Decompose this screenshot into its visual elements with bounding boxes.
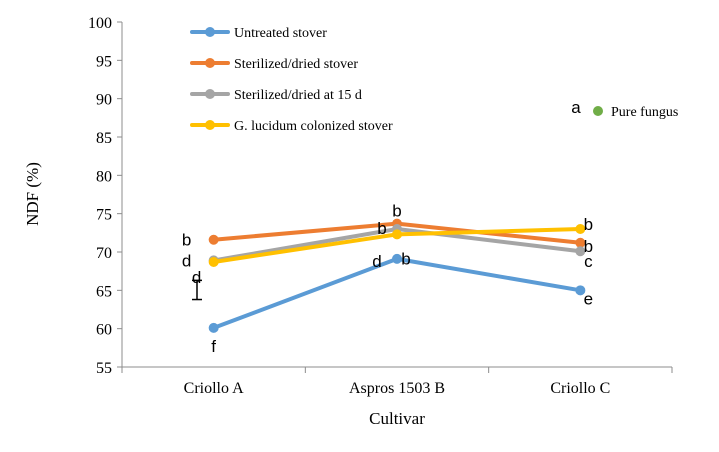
data-point bbox=[575, 285, 586, 296]
y-tick-label: 100 bbox=[88, 15, 112, 32]
error-bar bbox=[192, 279, 202, 301]
data-point bbox=[392, 253, 402, 264]
data-point bbox=[392, 229, 402, 240]
y-tick-label: 65 bbox=[96, 283, 112, 300]
data-point bbox=[575, 246, 586, 257]
series-line-1 bbox=[211, 256, 583, 330]
significance-letter: b bbox=[377, 219, 386, 238]
significance-letter: b bbox=[182, 231, 191, 250]
data-point bbox=[575, 224, 586, 234]
x-axis-title: Cultivar bbox=[369, 409, 425, 428]
y-tick-label: 60 bbox=[96, 322, 112, 339]
pure-fungus-letter: a bbox=[571, 98, 581, 117]
y-tick-label: 85 bbox=[96, 130, 112, 147]
y-axis-title: NDF (%) bbox=[23, 162, 42, 226]
x-tick-label: Criollo A bbox=[184, 380, 244, 397]
legend-marker bbox=[205, 120, 215, 130]
y-tick-label: 80 bbox=[96, 168, 112, 185]
significance-letter: b bbox=[584, 215, 593, 234]
pure-fungus-point bbox=[593, 106, 603, 116]
x-tick-label: Criollo C bbox=[550, 380, 610, 397]
legend-label: Sterilized/dried stover bbox=[234, 57, 358, 72]
significance-letter: b bbox=[584, 237, 593, 256]
y-tick-label: 90 bbox=[96, 92, 112, 109]
legend: Untreated stover Sterilized/dried stover S… bbox=[190, 26, 393, 134]
data-point bbox=[208, 256, 219, 267]
significance-letter: b bbox=[401, 249, 410, 268]
series-layer bbox=[208, 218, 586, 333]
legend-label: G. lucidum colonized stover bbox=[234, 119, 393, 134]
significance-letter: f bbox=[211, 337, 216, 356]
y-tick-label: 95 bbox=[96, 53, 112, 70]
significance-letter: d bbox=[372, 252, 381, 271]
data-point bbox=[575, 237, 586, 248]
legend-label: Sterilized/dried at 15 d bbox=[234, 88, 362, 103]
data-point bbox=[208, 322, 219, 333]
y-tick-label: 70 bbox=[96, 245, 112, 262]
data-point bbox=[208, 234, 219, 245]
x-axis: Criollo A Aspros 1503 B Criollo C bbox=[121, 366, 673, 397]
pure-fungus-marker: a Pure fungus bbox=[571, 98, 678, 120]
significance-letter: d bbox=[192, 268, 201, 287]
legend-marker bbox=[205, 58, 215, 68]
legend-marker bbox=[205, 89, 215, 99]
significance-letter: b bbox=[392, 202, 401, 221]
significance-letter: d bbox=[182, 251, 191, 270]
legend-label: Untreated stover bbox=[234, 26, 327, 41]
x-tick-label: Aspros 1503 B bbox=[349, 380, 445, 397]
legend-marker bbox=[205, 27, 215, 37]
y-tick-label: 75 bbox=[96, 207, 112, 224]
significance-letter: c bbox=[584, 252, 593, 271]
y-tick-label: 55 bbox=[96, 360, 112, 377]
y-axis: 55 60 65 70 75 80 85 90 95 100 bbox=[88, 15, 123, 377]
pure-fungus-label: Pure fungus bbox=[611, 105, 678, 120]
significance-letter: e bbox=[584, 289, 593, 308]
